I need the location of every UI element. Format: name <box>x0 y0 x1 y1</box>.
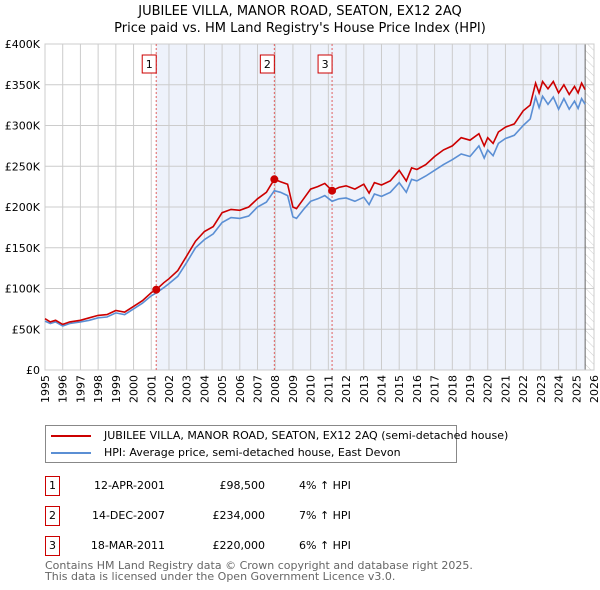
x-tick-label: 2018 <box>446 375 459 403</box>
y-tick-label: £250K <box>5 160 41 173</box>
x-tick-label: 2025 <box>570 375 583 403</box>
x-tick-label: 2001 <box>145 375 158 403</box>
x-tick-label: 1995 <box>39 375 52 403</box>
sale-point <box>152 285 161 294</box>
sale-label-box <box>141 54 157 74</box>
transaction-price: £234,000 <box>212 509 266 522</box>
transaction-date: 12-APR-2001 <box>93 479 165 492</box>
transaction-hpi: 7% ↑ HPI <box>299 509 351 522</box>
legend: JUBILEE VILLA, MANOR ROAD, SEATON, EX12 … <box>45 425 508 463</box>
x-tick-label: 2015 <box>393 375 406 403</box>
x-tick-label: 2024 <box>553 375 566 403</box>
transaction-date: 14-DEC-2007 <box>91 509 165 522</box>
x-tick-label: 2014 <box>375 375 388 403</box>
transaction-number: 1 <box>45 476 60 496</box>
x-tick-label: 2000 <box>128 375 141 403</box>
transaction-hpi: 6% ↑ HPI <box>299 539 351 552</box>
chart-subtitle: Price paid vs. HM Land Registry's House … <box>114 21 486 36</box>
x-tick-label: 2009 <box>287 375 300 403</box>
x-tick-label: 2016 <box>411 375 424 403</box>
series-line <box>44 79 586 326</box>
sale-point <box>270 175 279 184</box>
chart-svg: 1995 1996 1997 1998 1999 2000 2001 2002 2003 2004… <box>5 38 600 403</box>
x-tick-label: 2023 <box>535 375 548 403</box>
footer-licence: This data is licensed under the Open Gov… <box>45 570 396 583</box>
legend-hpi-swatch <box>51 452 91 454</box>
x-tick-label: 2008 <box>269 375 282 403</box>
sale-label: 1 <box>146 58 153 71</box>
x-tick-label: 2011 <box>322 375 335 403</box>
sale-label-box <box>317 54 333 74</box>
footer: Contains HM Land Registry data © Crown c… <box>45 560 473 582</box>
x-tick-label: 2026 <box>588 375 600 403</box>
x-tick-label: 2021 <box>499 375 512 403</box>
sale-label-box <box>259 54 275 74</box>
footer-copyright: Contains HM Land Registry data © Crown c… <box>45 559 473 572</box>
legend-hpi-label: HPI: Average price, semi-detached house,… <box>104 446 401 459</box>
legend-property-swatch <box>51 435 91 437</box>
x-tick-label: 2020 <box>482 375 495 403</box>
x-tick-label: 1997 <box>74 375 87 403</box>
y-tick-label: £50K <box>12 323 41 336</box>
x-tick-label: 2003 <box>181 375 194 403</box>
transaction-price: £220,000 <box>212 539 266 552</box>
x-tick-label: 2013 <box>358 375 371 403</box>
x-tick-label: 2012 <box>340 375 353 403</box>
y-tick-label: £350K <box>5 79 41 92</box>
legend-property-label: JUBILEE VILLA, MANOR ROAD, SEATON, EX12 … <box>104 429 509 442</box>
transaction-number: 3 <box>45 536 60 556</box>
x-tick-label: 2006 <box>234 375 247 403</box>
x-tick-label: 2002 <box>163 375 176 403</box>
transaction-price: £98,500 <box>219 479 266 492</box>
x-tick-label: 2010 <box>305 375 318 403</box>
x-tick-label: 2019 <box>464 375 477 403</box>
transaction-hpi: 4% ↑ HPI <box>299 479 351 492</box>
transaction-number: 2 <box>45 506 60 526</box>
y-tick-label: £100K <box>5 283 41 296</box>
x-tick-label: 2022 <box>517 375 530 403</box>
sale-point <box>328 186 337 195</box>
y-tick-label: £300K <box>5 120 41 133</box>
x-tick-label: 2007 <box>252 375 265 403</box>
sale-label: 3 <box>322 58 329 71</box>
x-tick-label: 2017 <box>429 375 442 403</box>
x-tick-label: 1998 <box>92 375 105 403</box>
y-tick-label: £0 <box>26 364 40 377</box>
plot-frame <box>44 43 595 371</box>
sale-label: 2 <box>264 58 271 71</box>
x-tick-label: 1999 <box>110 375 123 403</box>
series-line <box>44 94 586 327</box>
x-tick-label: 2004 <box>198 375 211 403</box>
chart-title: JUBILEE VILLA, MANOR ROAD, SEATON, EX12 … <box>138 4 462 19</box>
y-tick-label: £200K <box>5 201 41 214</box>
y-tick-label: £400K <box>5 38 41 51</box>
y-tick-label: £150K <box>5 242 41 255</box>
x-tick-label: 1996 <box>57 375 70 403</box>
transaction-date: 18-MAR-2011 <box>90 539 165 552</box>
x-tick-label: 2005 <box>216 375 229 403</box>
